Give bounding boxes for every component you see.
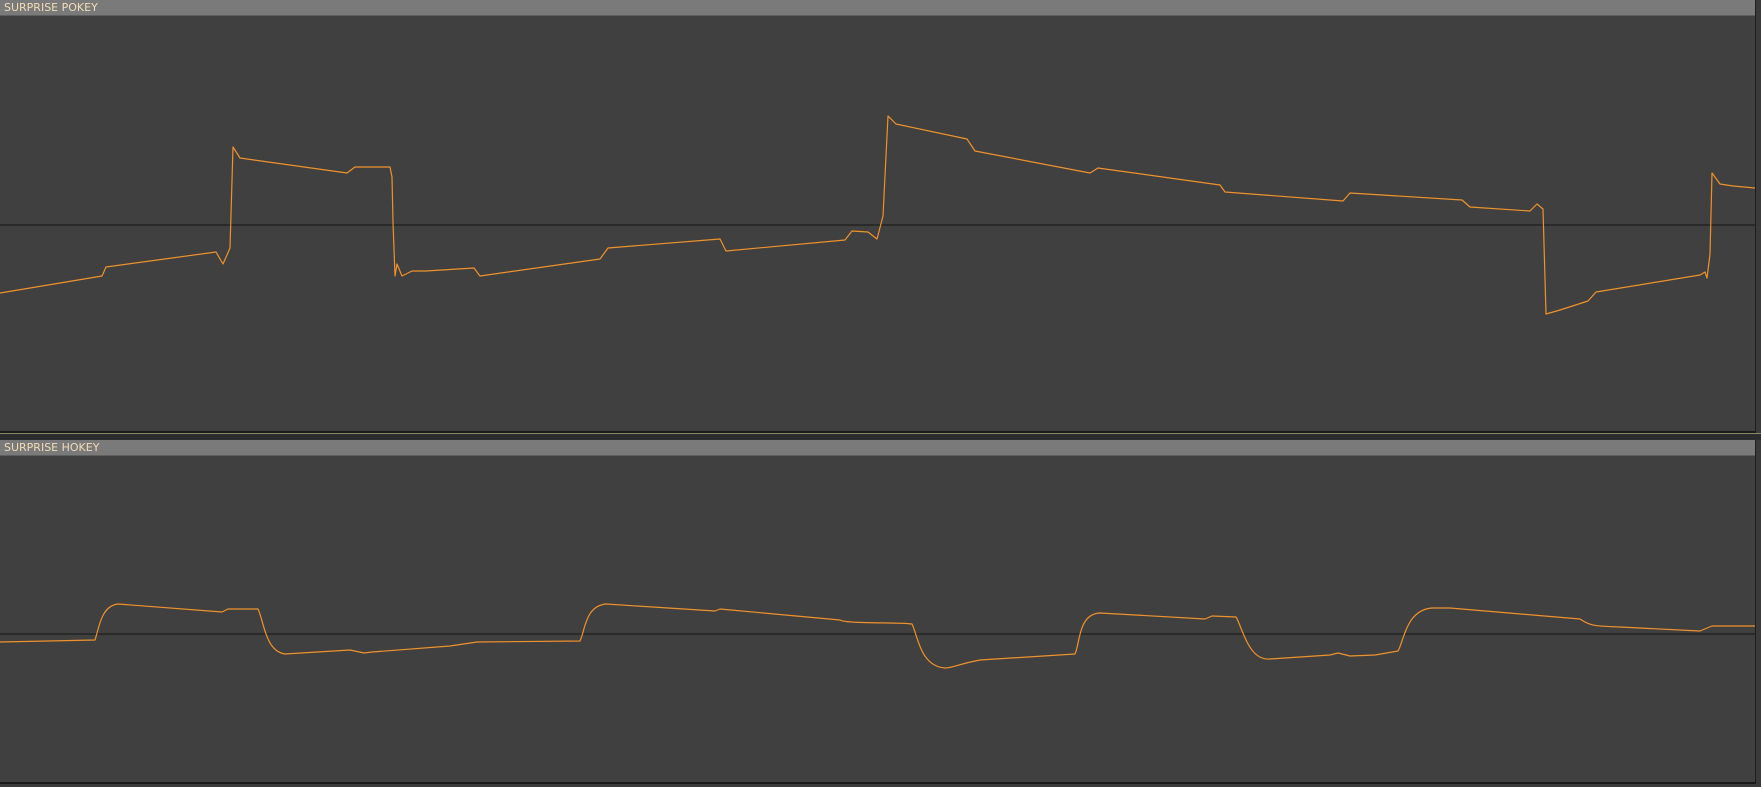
- track-header[interactable]: SURPRISE HOKEY: [0, 440, 1755, 456]
- waveform-display[interactable]: [0, 456, 1755, 782]
- waveform-line: [0, 603, 1755, 669]
- waveform-display[interactable]: [0, 16, 1755, 431]
- track-name: SURPRISE POKEY: [4, 1, 98, 14]
- track-surprise-pokey[interactable]: SURPRISE POKEY: [0, 0, 1756, 433]
- track-divider[interactable]: [0, 433, 1761, 440]
- waveform-line: [0, 115, 1755, 315]
- track-name: SURPRISE HOKEY: [4, 441, 100, 454]
- track-header[interactable]: SURPRISE POKEY: [0, 0, 1755, 16]
- track-surprise-hokey[interactable]: SURPRISE HOKEY: [0, 440, 1756, 784]
